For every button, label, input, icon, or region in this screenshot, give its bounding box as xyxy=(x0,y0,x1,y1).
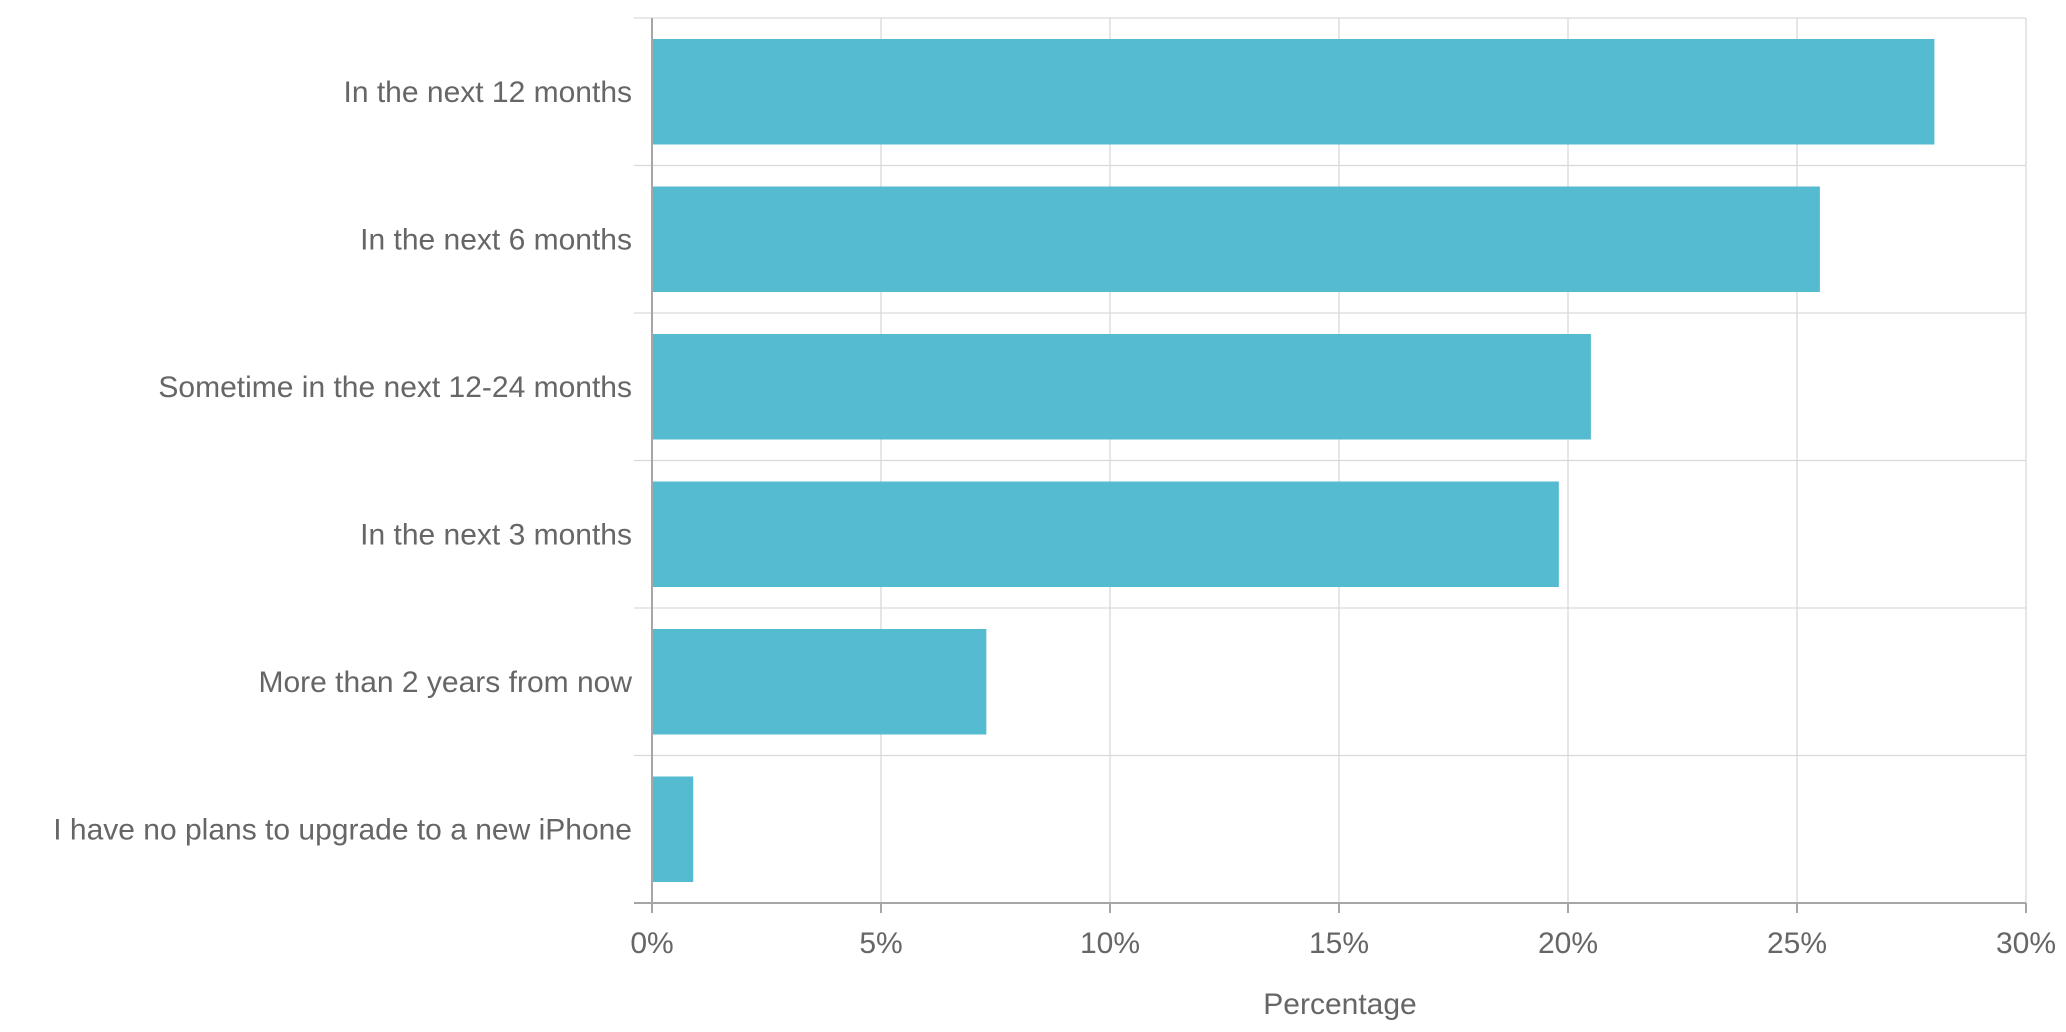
category-label-4: In the next 3 months xyxy=(360,518,632,551)
bars xyxy=(652,39,1935,882)
x-tick-label-20: 20% xyxy=(1538,927,1598,960)
category-label-1: In the next 12 months xyxy=(343,76,632,109)
category-label-5: More than 2 years from now xyxy=(259,666,633,699)
category-label-3: Sometime in the next 12-24 months xyxy=(158,371,632,404)
x-axis-title: Percentage xyxy=(1263,988,1416,1021)
bar-2 xyxy=(652,186,1820,292)
x-tick-label-30: 30% xyxy=(1996,927,2056,960)
category-labels: In the next 12 months In the next 6 month… xyxy=(53,76,632,847)
x-tick-label-5: 5% xyxy=(859,927,902,960)
bar-1 xyxy=(652,39,1935,145)
bar-5 xyxy=(652,629,987,735)
bar-6 xyxy=(652,776,694,882)
axes xyxy=(651,18,2027,913)
x-tick-label-0: 0% xyxy=(630,927,673,960)
x-tick-labels: 0% 5% 10% 15% 20% 25% 30% xyxy=(630,927,2056,960)
x-tick-label-25: 25% xyxy=(1767,927,1827,960)
bar-3 xyxy=(652,334,1591,440)
category-label-2: In the next 6 months xyxy=(360,223,632,256)
bar-4 xyxy=(652,481,1559,587)
category-label-6: I have no plans to upgrade to a new iPho… xyxy=(53,813,632,846)
gridlines xyxy=(634,17,2027,904)
x-tick-label-15: 15% xyxy=(1309,927,1369,960)
x-tick-label-10: 10% xyxy=(1080,927,1140,960)
